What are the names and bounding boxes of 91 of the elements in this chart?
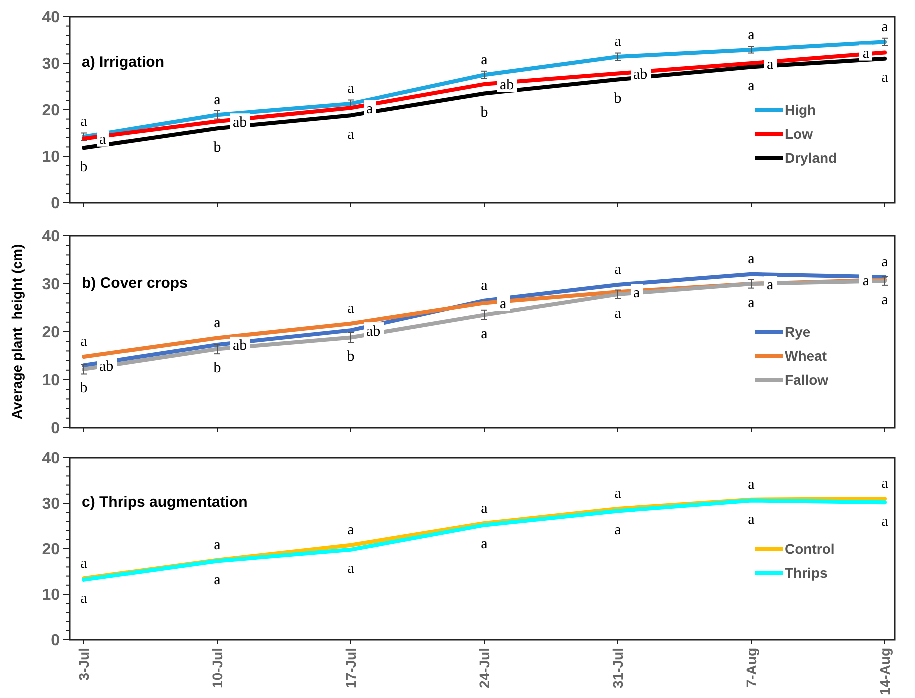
- data-label: a: [80, 556, 88, 572]
- data-label: ab: [233, 114, 248, 131]
- data-label: b: [480, 104, 488, 121]
- y-tick-label: 10: [42, 587, 60, 604]
- x-tick-label: 10-Jul: [209, 648, 226, 688]
- data-label: a: [348, 126, 355, 143]
- data-label: b: [80, 380, 88, 397]
- data-label: a: [882, 476, 889, 492]
- data-label: a: [748, 295, 756, 312]
- data-label: a: [348, 561, 355, 578]
- data-label: a: [767, 56, 774, 73]
- data-label: a: [748, 252, 756, 268]
- data-label: ab: [233, 338, 248, 354]
- y-axis-title: Average plant height (cm): [9, 244, 25, 420]
- legend-label: Control: [785, 540, 835, 557]
- data-label: a: [748, 512, 756, 528]
- legend-label: Thrips: [785, 564, 828, 581]
- data-label: a: [348, 81, 355, 98]
- data-label: a: [748, 78, 756, 94]
- data-label: a: [862, 46, 870, 62]
- data-label: ab: [500, 78, 514, 94]
- text: c) Thrips augmentation: [82, 494, 248, 512]
- data-label: b: [614, 91, 622, 108]
- legend-label: High: [785, 102, 816, 118]
- data-label: a: [748, 27, 756, 44]
- y-tick-label: 10: [42, 372, 60, 390]
- data-label: a: [348, 301, 355, 318]
- y-tick-label: 0: [51, 196, 60, 213]
- data-label: a: [366, 101, 374, 118]
- legend-label: Rye: [785, 324, 811, 340]
- data-label: a: [882, 19, 889, 36]
- y-tick-label: 20: [42, 542, 60, 559]
- data-label: a: [614, 522, 622, 538]
- data-label: a: [882, 70, 889, 86]
- data-label: a: [748, 477, 756, 494]
- y-tick-label: 0: [51, 420, 60, 438]
- data-label: b: [80, 159, 88, 176]
- legend-label: Dryland: [785, 150, 838, 166]
- text: a) Irrigation: [82, 54, 165, 72]
- data-label: a: [481, 278, 488, 294]
- data-label: a: [882, 292, 889, 308]
- y-tick-label: 30: [42, 56, 60, 74]
- data-label: a: [882, 514, 889, 530]
- data-label: a: [481, 52, 488, 68]
- legend-label: Low: [785, 126, 814, 142]
- data-label: a: [614, 306, 622, 322]
- data-label: a: [80, 591, 88, 608]
- data-label: a: [614, 262, 622, 278]
- x-tick-label: 24-Jul: [476, 648, 492, 688]
- legend-label: Wheat: [785, 348, 828, 364]
- legend-label: Fallow: [785, 372, 829, 388]
- data-label: a: [882, 254, 889, 271]
- data-label: a: [767, 277, 774, 294]
- data-label: a: [80, 114, 88, 130]
- data-label: a: [614, 34, 622, 50]
- data-label: b: [214, 140, 222, 156]
- y-tick-label: 30: [42, 276, 60, 294]
- x-tick-label: 17-Jul: [342, 648, 359, 688]
- y-tick-label: 40: [42, 228, 60, 246]
- y-tick-label: 30: [42, 496, 60, 514]
- data-label: a: [481, 326, 488, 342]
- data-label: a: [348, 522, 355, 539]
- x-tick-label: 31-Jul: [610, 648, 626, 688]
- data-label: a: [862, 273, 870, 290]
- y-tick-label: 10: [42, 149, 60, 166]
- data-label: a: [80, 334, 88, 350]
- data-label: a: [214, 315, 222, 332]
- data-label: a: [214, 538, 222, 554]
- data-label: ab: [634, 66, 648, 83]
- data-label: a: [634, 285, 640, 302]
- data-label: b: [347, 349, 355, 366]
- data-label: a: [100, 132, 106, 148]
- text: b) Cover crops: [82, 274, 188, 292]
- y-tick-label: 0: [51, 632, 60, 650]
- data-label: b: [214, 360, 222, 377]
- data-label: ab: [100, 358, 114, 375]
- data-label: a: [481, 500, 488, 517]
- y-tick-label: 20: [42, 102, 60, 120]
- x-tick-label: 3-Jul: [76, 648, 92, 681]
- data-label: a: [214, 572, 222, 589]
- x-tick-label: 14-Aug: [876, 648, 893, 696]
- data-label: ab: [366, 324, 381, 340]
- y-tick-label: 40: [42, 10, 60, 27]
- data-label: a: [500, 296, 507, 312]
- data-label: a: [214, 92, 222, 108]
- x-tick-label: 7-Aug: [743, 648, 760, 688]
- line-series: [82, 56, 887, 150]
- data-label: a: [614, 486, 622, 502]
- data-label: a: [481, 536, 488, 553]
- y-tick-label: 40: [42, 450, 60, 468]
- y-tick-label: 20: [42, 324, 60, 342]
